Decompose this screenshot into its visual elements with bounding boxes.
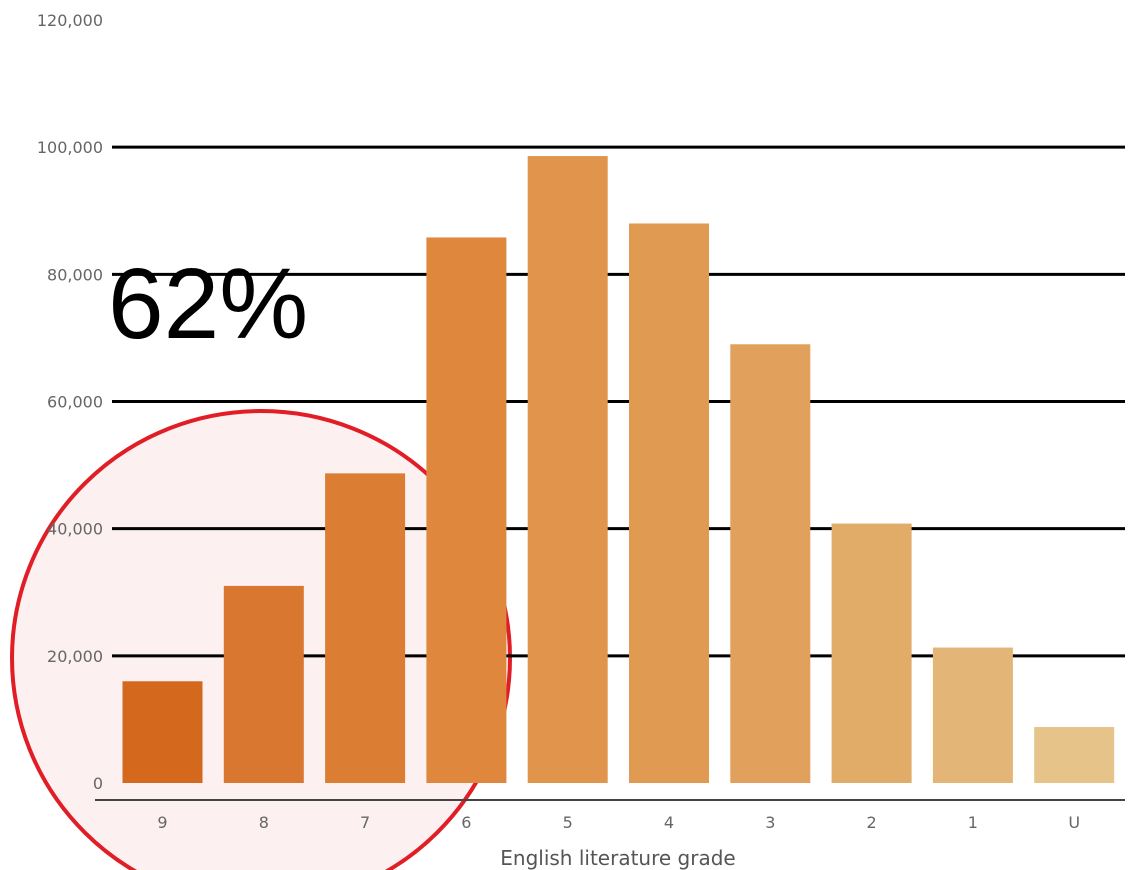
y-tick-label: 100,000 (37, 138, 103, 157)
x-tick-label: 5 (563, 813, 573, 832)
percentage-callout: 62% (108, 248, 308, 360)
y-tick-label: 80,000 (47, 265, 103, 284)
bar-1 (932, 647, 1013, 783)
bar-9 (122, 681, 203, 783)
y-tick-label: 60,000 (47, 393, 103, 412)
y-tick-label: 20,000 (47, 647, 103, 666)
bar-6 (426, 237, 507, 783)
bar-8 (223, 585, 304, 783)
x-tick-label: 6 (461, 813, 471, 832)
bars (122, 156, 1115, 783)
x-axis-title: English literature grade (500, 846, 735, 870)
bar-U (1034, 727, 1115, 783)
y-axis-tick-labels: 0 20,000 40,000 60,000 80,000 100,000 120,000 (37, 11, 103, 793)
bar-7 (325, 473, 406, 783)
gridlines (112, 145, 1125, 658)
bar-2 (831, 523, 912, 783)
x-tick-label: 8 (259, 813, 269, 832)
x-tick-label: 7 (360, 813, 370, 832)
x-tick-label: 9 (157, 813, 167, 832)
x-tick-label: U (1068, 813, 1080, 832)
y-tick-label: 120,000 (37, 11, 103, 30)
bar-4 (629, 223, 709, 783)
x-tick-label: 1 (968, 813, 978, 832)
x-axis-tick-labels: 9 8 7 6 5 4 3 2 1 U (157, 813, 1080, 832)
bar-3 (730, 344, 811, 783)
x-tick-label: 3 (765, 813, 775, 832)
x-tick-label: 4 (664, 813, 674, 832)
bar-5 (527, 156, 608, 783)
y-tick-label: 40,000 (47, 520, 103, 539)
x-tick-label: 2 (867, 813, 877, 832)
y-tick-label: 0 (93, 774, 103, 793)
